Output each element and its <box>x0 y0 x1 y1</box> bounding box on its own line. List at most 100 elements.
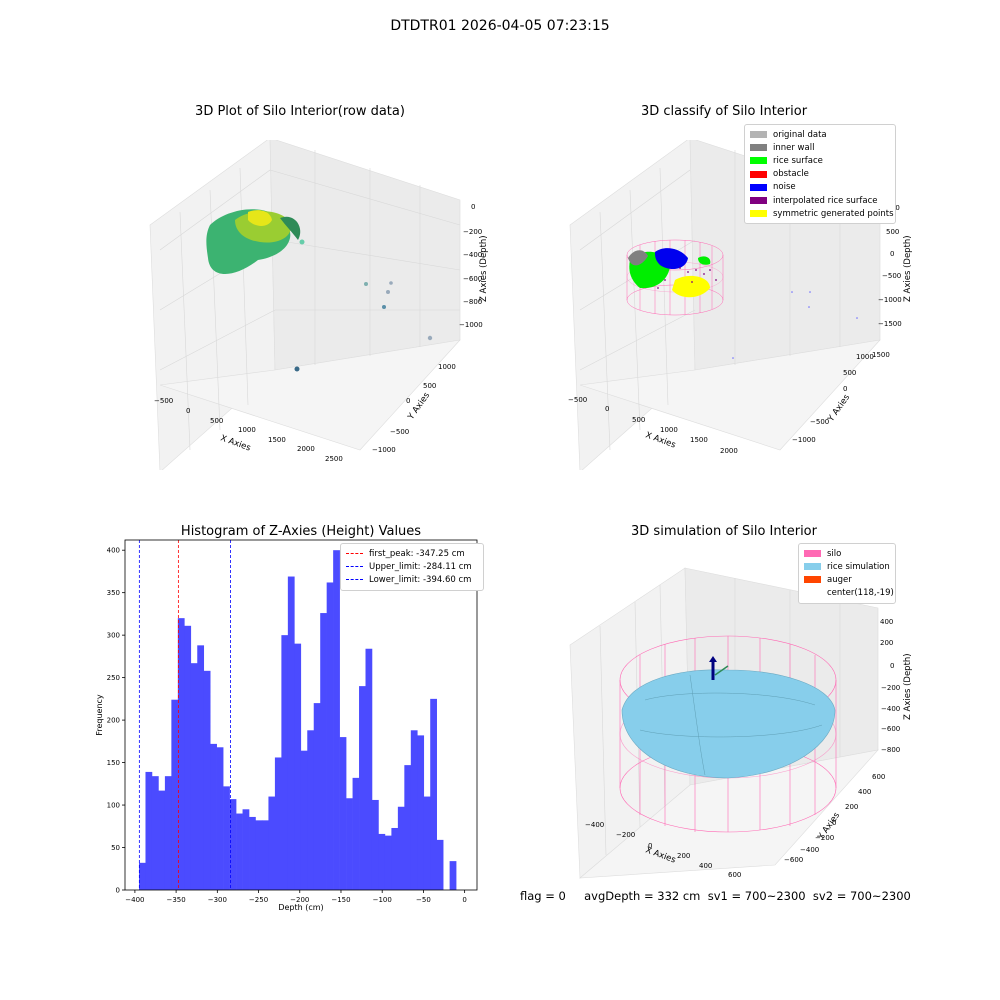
histogram-bar <box>164 776 172 890</box>
histogram-bar <box>430 698 437 890</box>
histogram-bar <box>326 582 334 890</box>
histogram-bar <box>242 809 250 890</box>
histogram-x-label: Depth (cm) <box>278 903 323 912</box>
y-tick-label: 150 <box>107 759 120 767</box>
svg-text:1000: 1000 <box>438 363 456 371</box>
svg-text:600: 600 <box>872 773 885 781</box>
legend-item: Upper_limit: -284.11 cm <box>346 560 478 573</box>
simulation-3d-plot[interactable]: −400 −200 0 200 400 600 −600 −400 −200 0… <box>560 560 920 880</box>
y-tick-label: 0 <box>116 887 120 895</box>
svg-text:−200: −200 <box>815 834 834 842</box>
histogram-axes-frame <box>124 539 478 891</box>
svg-text:1000: 1000 <box>660 426 678 434</box>
simulation-plot-title: 3D simulation of Silo Interior <box>631 524 817 539</box>
histogram-bar <box>274 757 282 890</box>
histogram-bar <box>158 790 166 890</box>
svg-text:−400: −400 <box>881 705 900 713</box>
histogram-bar <box>352 777 360 890</box>
histogram-bars <box>139 550 457 890</box>
histogram-bar <box>365 648 373 890</box>
svg-text:−500: −500 <box>568 396 587 404</box>
svg-text:400: 400 <box>858 788 871 796</box>
histogram-bar <box>145 771 153 890</box>
histogram-y-ticks: 0 50 100 150 200 250 300 350 400 <box>107 547 125 895</box>
x-tick-label: −150 <box>331 896 350 904</box>
svg-text:−200: −200 <box>881 684 900 692</box>
y-tick-label: 350 <box>107 589 120 597</box>
raw-point-cloud <box>206 209 433 372</box>
svg-text:1500: 1500 <box>690 436 708 444</box>
histogram-bar <box>313 703 321 890</box>
simulation-legend: silo rice simulation auger center(118,-1… <box>798 543 896 604</box>
histogram-bar <box>177 618 185 890</box>
svg-text:−600: −600 <box>881 725 900 733</box>
histogram-bar <box>378 833 386 890</box>
classify-z-label: Z Axies (Depth) <box>903 235 913 302</box>
svg-text:−500: −500 <box>810 418 829 426</box>
histogram-bar <box>397 806 405 890</box>
histogram-bar <box>391 827 399 890</box>
legend-item: obstacle <box>750 168 890 181</box>
svg-text:2500: 2500 <box>325 455 343 463</box>
x-tick-label: −350 <box>166 896 185 904</box>
legend-item: rice surface <box>750 154 890 167</box>
legend-item: center(118,-19) <box>827 588 894 599</box>
legend-item: noise <box>750 181 890 194</box>
svg-text:−800: −800 <box>881 746 900 754</box>
status-footer: flag = 0 avgDepth = 332 cm sv1 = 700~230… <box>520 889 911 903</box>
histogram-bar <box>417 735 425 890</box>
histogram-bar <box>203 670 211 890</box>
svg-text:−1000: −1000 <box>372 446 396 454</box>
y-tick-label: 200 <box>107 717 120 725</box>
svg-text:1000: 1000 <box>856 353 874 361</box>
svg-text:0: 0 <box>406 397 410 405</box>
svg-text:500: 500 <box>843 369 856 377</box>
svg-text:1500: 1500 <box>872 351 890 359</box>
svg-text:0: 0 <box>648 842 652 850</box>
legend-item: inner wall <box>750 141 890 154</box>
raw-plot-title: 3D Plot of Silo Interior(row data) <box>195 104 405 119</box>
y-tick-label: 250 <box>107 674 120 682</box>
histogram-legend: first_peak: -347.25 cm Upper_limit: -284… <box>340 543 484 591</box>
histogram-bar <box>255 820 263 890</box>
histogram-bar <box>384 835 392 890</box>
histogram-bar <box>410 730 418 890</box>
svg-text:0: 0 <box>890 662 894 670</box>
svg-text:−1000: −1000 <box>878 296 902 304</box>
svg-text:0: 0 <box>890 250 894 258</box>
svg-text:−500: −500 <box>882 272 901 280</box>
raw-z-label: Z Axies (Depth) <box>479 235 489 302</box>
raw-3d-plot[interactable]: −500 0 500 1000 1500 2000 2500 −1000 −50… <box>140 140 500 470</box>
legend-item: symmetric generated points <box>750 207 894 220</box>
legend-item: rice simulation <box>804 560 890 573</box>
svg-text:−600: −600 <box>463 275 482 283</box>
y-tick-label: 100 <box>107 802 120 810</box>
histogram-bar <box>346 798 353 890</box>
svg-text:200: 200 <box>677 852 690 860</box>
histogram-bar <box>371 799 379 890</box>
histogram-bar <box>229 799 237 890</box>
svg-text:−1500: −1500 <box>878 320 902 328</box>
svg-text:400: 400 <box>699 862 712 870</box>
raw-z-ticks: 0 −200 −400 −600 −800 −1000 <box>459 203 483 329</box>
svg-text:−400: −400 <box>463 251 482 259</box>
x-tick-label: −400 <box>125 896 144 904</box>
svg-text:−800: −800 <box>463 298 482 306</box>
histogram-bar <box>449 861 457 890</box>
legend-item: interpolated rice surface <box>750 194 890 207</box>
histogram-bar <box>281 635 289 890</box>
x-tick-label: −300 <box>208 896 227 904</box>
svg-text:1000: 1000 <box>238 426 256 434</box>
svg-text:−500: −500 <box>390 428 409 436</box>
y-tick-label: 400 <box>107 547 120 555</box>
histogram-bar <box>333 550 340 890</box>
svg-text:2000: 2000 <box>720 447 738 455</box>
histogram-chart[interactable]: −400 −350 −300 −250 −200 −150 −100 −50 0 0 50 100 1… <box>90 535 490 915</box>
rice-simulation-surface <box>621 669 836 779</box>
svg-text:400: 400 <box>880 618 893 626</box>
svg-text:−1000: −1000 <box>792 436 816 444</box>
svg-text:0: 0 <box>471 203 475 211</box>
histogram-bar <box>320 613 327 890</box>
histogram-bar <box>139 862 146 890</box>
legend-item: original data <box>750 128 890 141</box>
